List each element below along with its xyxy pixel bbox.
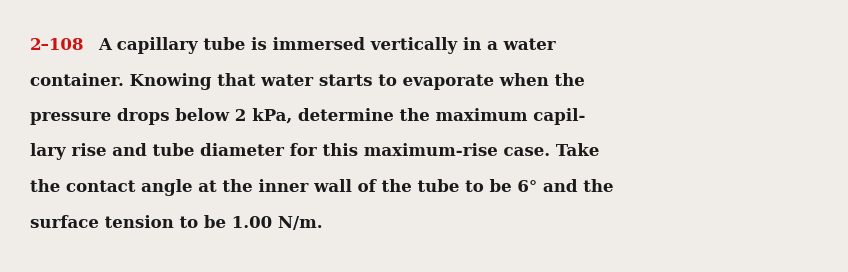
Text: A capillary tube is immersed vertically in a water: A capillary tube is immersed vertically … [98,37,555,54]
Text: lary rise and tube diameter for this maximum-rise case. Take: lary rise and tube diameter for this max… [30,144,600,160]
Text: container. Knowing that water starts to evaporate when the: container. Knowing that water starts to … [30,73,585,89]
Text: 2–108: 2–108 [30,37,85,54]
Text: the contact angle at the inner wall of the tube to be 6° and the: the contact angle at the inner wall of t… [30,179,613,196]
Text: surface tension to be 1.00 N/m.: surface tension to be 1.00 N/m. [30,215,322,231]
Text: pressure drops below 2 kPa, determine the maximum capil-: pressure drops below 2 kPa, determine th… [30,108,585,125]
